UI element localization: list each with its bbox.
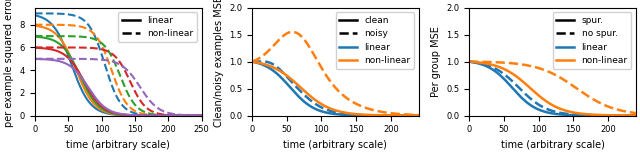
Y-axis label: per example squared error: per example squared error <box>4 0 14 127</box>
X-axis label: time (arbitrary scale): time (arbitrary scale) <box>500 140 604 150</box>
X-axis label: time (arbitrary scale): time (arbitrary scale) <box>284 140 387 150</box>
Legend: linear, non-linear: linear, non-linear <box>118 12 197 42</box>
Y-axis label: Per group MSE: Per group MSE <box>431 26 441 97</box>
X-axis label: time (arbitrary scale): time (arbitrary scale) <box>66 140 170 150</box>
Y-axis label: Clean/noisy examples MSE: Clean/noisy examples MSE <box>214 0 223 127</box>
Legend: spur., no spur., linear, non-linear: spur., no spur., linear, non-linear <box>553 12 631 69</box>
Legend: clean, noisy, linear, non-linear: clean, noisy, linear, non-linear <box>335 12 414 69</box>
